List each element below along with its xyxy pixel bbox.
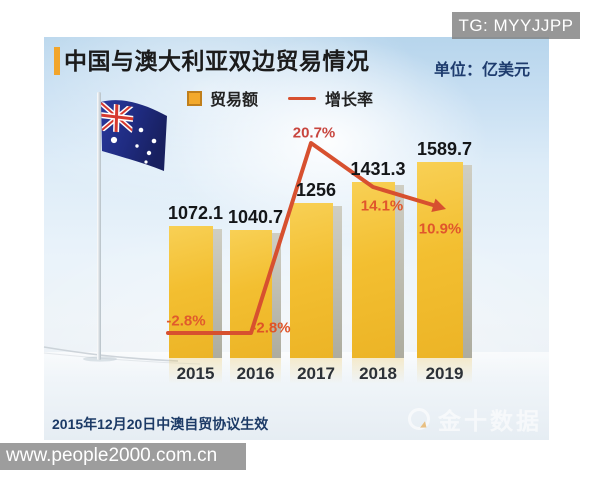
growth-label: 20.7% — [292, 124, 336, 142]
jin10-logo-icon — [408, 408, 430, 431]
bar-2017 — [290, 203, 333, 358]
year-label: 2016 — [236, 364, 275, 383]
legend: 贸易额 增长率 — [187, 86, 373, 110]
watermark-text: 金十数据 — [438, 408, 542, 434]
value-label: 1040.7 — [227, 207, 284, 227]
year-label: 2017 — [297, 364, 335, 383]
legend-bar-swatch-icon — [187, 90, 202, 106]
year-label: 2018 — [359, 364, 397, 383]
bar-side-face — [333, 206, 342, 358]
tg-badge: TG: MYYJJPP — [452, 12, 580, 39]
bar-2016 — [230, 230, 272, 358]
cursor-icon — [420, 421, 429, 431]
bar-reflection — [290, 358, 342, 384]
bar-side-face — [272, 233, 281, 358]
bar-2015 — [169, 226, 213, 358]
bar-reflection — [230, 358, 281, 384]
bar-2019 — [417, 162, 463, 358]
title-accent-bar — [54, 47, 60, 75]
legend-line-label: 增长率 — [325, 92, 374, 109]
bar-reflection — [169, 358, 222, 384]
growth-label: 10.9% — [418, 220, 462, 238]
growth-label: -2.8% — [251, 319, 291, 337]
footnote: 2015年12月20日中澳自贸协议生效 — [52, 416, 269, 432]
value-label: 1431.3 — [350, 159, 406, 179]
bar-reflection — [352, 358, 404, 384]
bar-side-face — [213, 229, 222, 358]
value-label: 1256 — [295, 180, 337, 200]
legend-line-swatch-icon — [288, 96, 317, 100]
year-label: 2015 — [176, 364, 215, 383]
value-label: 1589.7 — [416, 139, 473, 159]
legend-bar-label: 贸易额 — [210, 92, 259, 109]
value-label: 1072.1 — [167, 203, 224, 223]
unit-label: 单位：亿美元 — [433, 62, 530, 79]
year-label: 2019 — [425, 364, 464, 383]
chart-header: 中国与澳大利亚双边贸易情况 — [54, 47, 370, 75]
ground — [44, 352, 549, 440]
chart-title: 中国与澳大利亚双边贸易情况 — [64, 48, 370, 74]
growth-label: 14.1% — [360, 197, 404, 215]
watermark: 金十数据 — [408, 402, 542, 436]
site-url-bar: www.people2000.com.cn — [0, 443, 246, 470]
growth-label: -2.8% — [166, 312, 206, 330]
bar-reflection — [417, 358, 472, 384]
bar-side-face — [463, 165, 472, 358]
